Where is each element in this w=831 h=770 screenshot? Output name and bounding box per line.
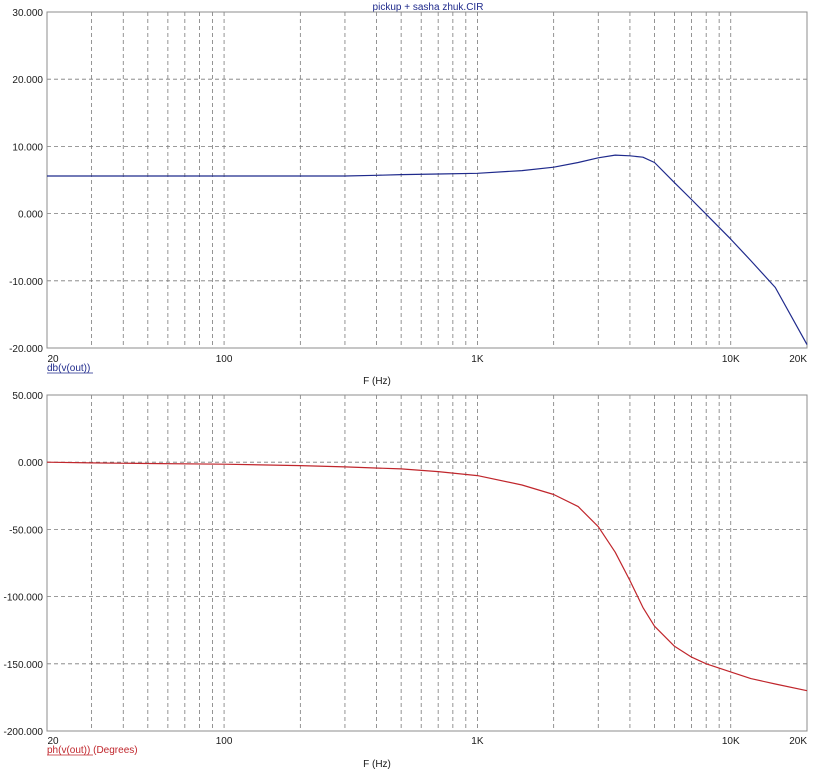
x-tick-label: 1K bbox=[471, 736, 484, 747]
y-tick-label: 10.000 bbox=[12, 142, 43, 153]
y-tick-label: -200.000 bbox=[4, 727, 44, 738]
series-line bbox=[46, 461, 808, 692]
magnitude-plot: 30.000 20.000 10.000 0.000 -10.000 -20.000 20 1… bbox=[9, 8, 808, 387]
x-tick-label: 10K bbox=[722, 736, 740, 747]
y-tick-label: -100.000 bbox=[4, 593, 44, 604]
plot-frame bbox=[46, 394, 808, 732]
x-tick-label: 20K bbox=[789, 736, 807, 747]
y-tick-label: -50.000 bbox=[9, 525, 43, 536]
x-tick-label: 20 bbox=[47, 354, 59, 365]
series-legend-label: db(v(out)) bbox=[47, 363, 90, 374]
x-tick-label: 100 bbox=[216, 736, 233, 747]
y-tick-label: 0.000 bbox=[18, 458, 43, 469]
horizontal-gridlines bbox=[47, 78, 807, 282]
window-title: pickup + sasha zhuk.CIR bbox=[373, 2, 484, 13]
y-tick-label: -10.000 bbox=[9, 277, 43, 288]
y-tick-label: 20.000 bbox=[12, 75, 43, 86]
y-tick-label: 30.000 bbox=[12, 8, 43, 19]
vertical-gridlines bbox=[91, 12, 732, 348]
y-tick-label: 50.000 bbox=[12, 391, 43, 402]
vertical-gridlines bbox=[91, 395, 732, 731]
y-tick-label: 0.000 bbox=[18, 210, 43, 221]
x-axis-label: F (Hz) bbox=[363, 376, 391, 387]
x-tick-label: 20K bbox=[789, 354, 807, 365]
x-axis-label: F (Hz) bbox=[363, 759, 391, 770]
series-line bbox=[47, 154, 808, 345]
y-tick-label: -20.000 bbox=[9, 344, 43, 355]
series-legend-label: ph(v(out)) (Degrees) bbox=[47, 745, 138, 756]
x-tick-label: 1K bbox=[471, 354, 484, 365]
phase-plot: 50.000 0.000 -50.000 -100.000 -150.000 -200.0… bbox=[4, 391, 808, 770]
x-tick-label: 100 bbox=[216, 354, 233, 365]
horizontal-gridlines bbox=[47, 461, 807, 665]
plot-frame bbox=[46, 11, 808, 349]
y-tick-label: -150.000 bbox=[4, 660, 44, 671]
x-tick-label: 20 bbox=[47, 736, 59, 747]
x-tick-label: 10K bbox=[722, 354, 740, 365]
